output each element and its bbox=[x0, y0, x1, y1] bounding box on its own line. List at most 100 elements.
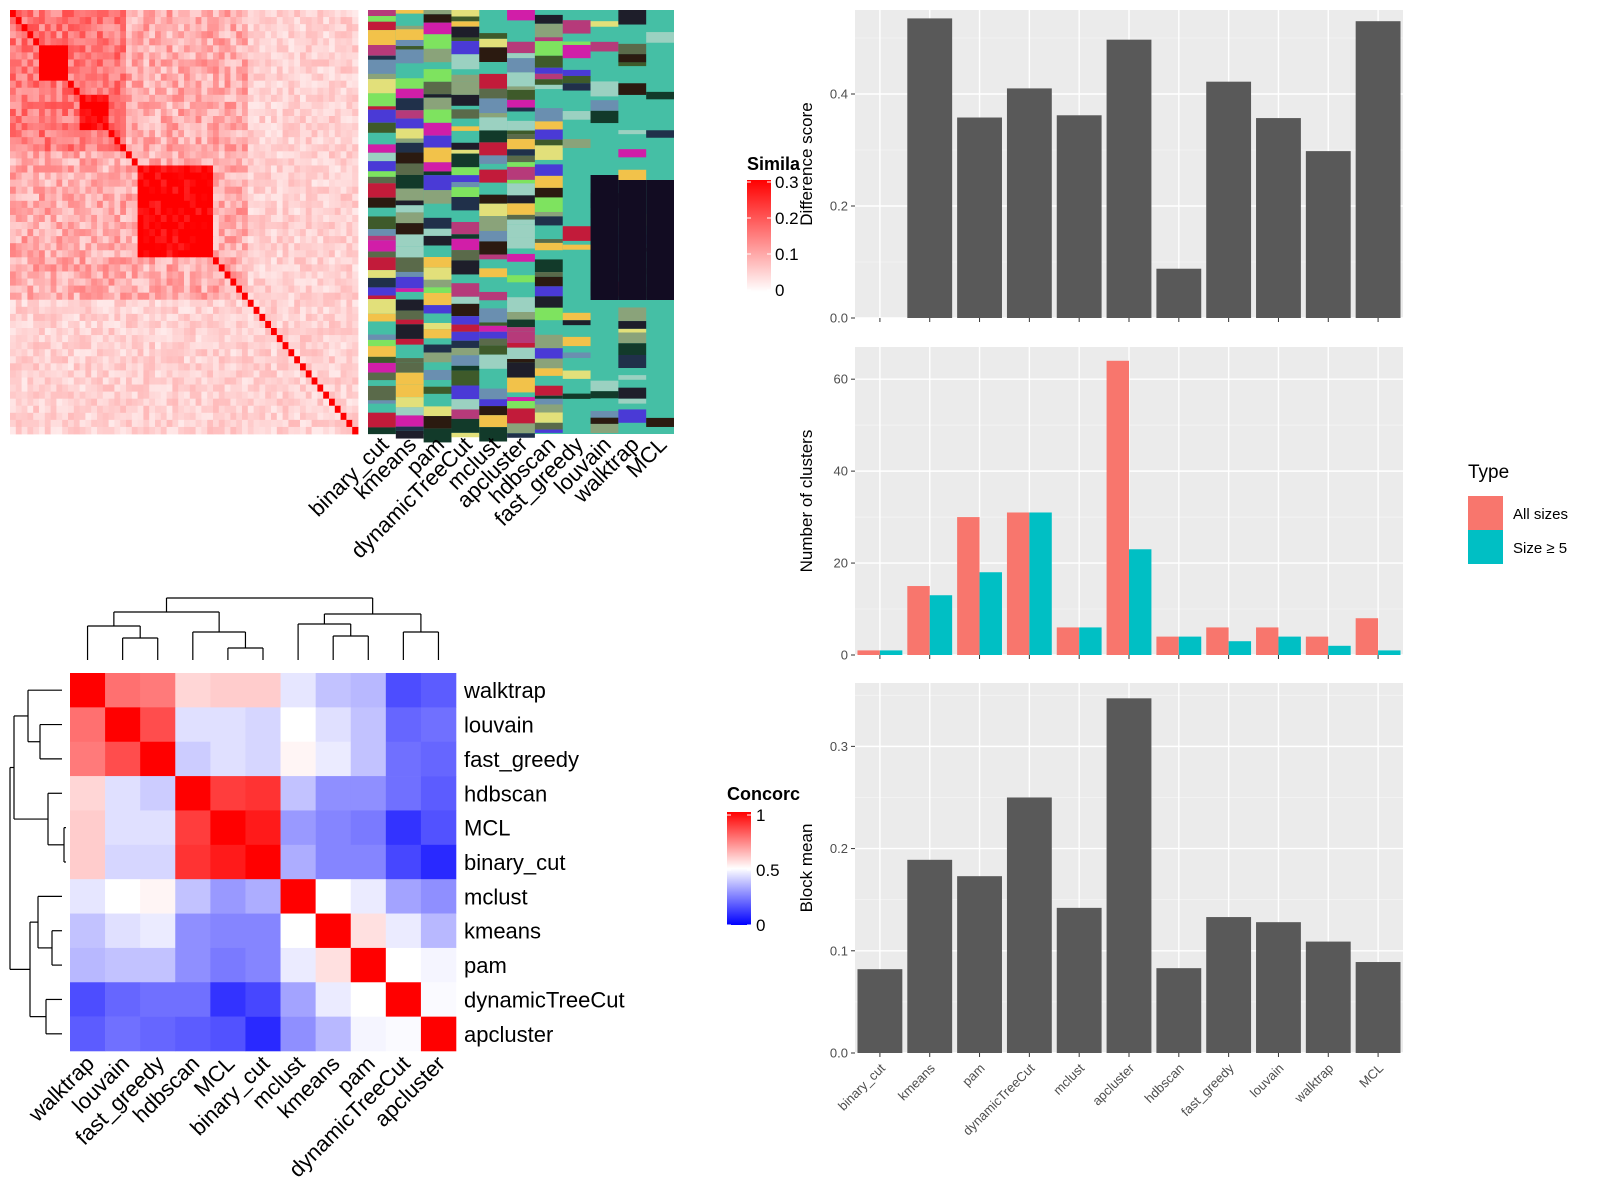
similarity-cell bbox=[242, 377, 249, 385]
similarity-cell bbox=[39, 158, 46, 166]
similarity-cell bbox=[27, 349, 34, 357]
similarity-cell bbox=[97, 222, 104, 230]
similarity-cell bbox=[27, 229, 34, 237]
similarity-cell bbox=[120, 10, 127, 18]
similarity-cell bbox=[189, 193, 196, 202]
similarity-cell bbox=[294, 313, 301, 322]
similarity-cell bbox=[21, 384, 28, 392]
similarity-cell bbox=[166, 24, 173, 32]
similarity-cell bbox=[317, 59, 324, 67]
similarity-cell bbox=[85, 66, 92, 74]
cluster-segment bbox=[423, 97, 452, 110]
similarity-cell bbox=[149, 52, 156, 60]
similarity-cell bbox=[352, 137, 359, 145]
cluster-segment bbox=[479, 406, 508, 416]
similarity-cell bbox=[15, 94, 22, 103]
similarity-cell bbox=[195, 123, 202, 131]
similarity-cell bbox=[15, 419, 22, 428]
similarity-cell bbox=[33, 31, 40, 39]
similarity-cell bbox=[247, 342, 254, 350]
similarity-cell bbox=[352, 335, 359, 343]
similarity-cell bbox=[201, 45, 208, 53]
similarity-cell bbox=[172, 342, 179, 350]
similarity-cell bbox=[178, 66, 185, 74]
bar-all-sizes bbox=[1206, 627, 1229, 655]
similarity-cell bbox=[329, 384, 336, 392]
similarity-cell bbox=[329, 108, 336, 117]
cluster-segment bbox=[368, 287, 396, 296]
similarity-cell bbox=[334, 38, 341, 46]
similarity-cell bbox=[334, 250, 341, 258]
similarity-cell bbox=[247, 271, 254, 279]
similarity-cell bbox=[91, 391, 98, 400]
concordance-cell bbox=[315, 810, 352, 846]
similarity-cell bbox=[166, 349, 173, 357]
similarity-cell bbox=[73, 179, 80, 188]
similarity-cell bbox=[10, 320, 17, 329]
similarity-cell bbox=[15, 299, 22, 308]
similarity-cell bbox=[242, 328, 249, 336]
similarity-cell bbox=[10, 179, 17, 188]
concordance-cell bbox=[420, 982, 457, 1017]
similarity-cell bbox=[329, 17, 336, 25]
similarity-cell bbox=[155, 278, 162, 286]
similarity-cell bbox=[131, 158, 138, 166]
similarity-cell bbox=[137, 38, 144, 46]
similarity-cell bbox=[305, 236, 312, 244]
similarity-cell bbox=[137, 144, 144, 152]
y-tick-label: 0.2 bbox=[830, 199, 848, 214]
similarity-cell bbox=[44, 377, 51, 385]
concordance-cell bbox=[105, 1016, 141, 1052]
similarity-cell bbox=[143, 278, 150, 286]
similarity-cell bbox=[247, 172, 254, 180]
similarity-cell bbox=[276, 426, 283, 435]
similarity-cell bbox=[126, 271, 133, 279]
similarity-cell bbox=[120, 137, 127, 145]
similarity-cell bbox=[184, 130, 191, 138]
similarity-cell bbox=[334, 108, 341, 117]
similarity-cell bbox=[340, 80, 347, 89]
similarity-cell bbox=[102, 158, 109, 166]
similarity-cell bbox=[27, 80, 34, 89]
similarity-cell bbox=[56, 80, 63, 89]
similarity-cell bbox=[137, 306, 144, 315]
similarity-cell bbox=[334, 349, 341, 357]
similarity-cell bbox=[114, 335, 121, 343]
similarity-cell bbox=[120, 306, 127, 315]
similarity-cell bbox=[97, 31, 104, 39]
similarity-cell bbox=[97, 278, 104, 286]
y-axis-title: Difference score bbox=[797, 102, 816, 225]
similarity-cell bbox=[305, 405, 312, 414]
similarity-cell bbox=[120, 52, 127, 60]
similarity-cell bbox=[329, 257, 336, 265]
similarity-cell bbox=[73, 52, 80, 60]
similarity-cell bbox=[108, 24, 115, 32]
similarity-cell bbox=[39, 257, 46, 265]
similarity-cell bbox=[207, 257, 214, 265]
concordance-cell bbox=[315, 741, 352, 777]
similarity-cell bbox=[102, 172, 109, 180]
similarity-cell bbox=[155, 52, 162, 60]
similarity-cell bbox=[213, 391, 220, 400]
similarity-cell bbox=[346, 10, 353, 18]
similarity-cell bbox=[184, 243, 191, 251]
similarity-cell bbox=[143, 214, 150, 223]
similarity-cell bbox=[346, 87, 353, 96]
similarity-cell bbox=[102, 207, 109, 216]
similarity-cell bbox=[265, 342, 272, 350]
similarity-cell bbox=[39, 144, 46, 152]
similarity-cell bbox=[305, 172, 312, 180]
similarity-cell bbox=[166, 398, 173, 407]
similarity-cell bbox=[33, 45, 40, 53]
similarity-cell bbox=[149, 200, 156, 209]
similarity-cell bbox=[102, 426, 109, 435]
similarity-cell bbox=[317, 264, 324, 272]
similarity-cell bbox=[323, 130, 330, 138]
similarity-cell bbox=[68, 356, 75, 364]
similarity-cell bbox=[305, 137, 312, 145]
similarity-cell bbox=[15, 292, 22, 301]
similarity-cell bbox=[213, 250, 220, 258]
similarity-cell bbox=[253, 250, 260, 258]
similarity-cell bbox=[172, 299, 179, 308]
similarity-cell bbox=[247, 24, 254, 32]
